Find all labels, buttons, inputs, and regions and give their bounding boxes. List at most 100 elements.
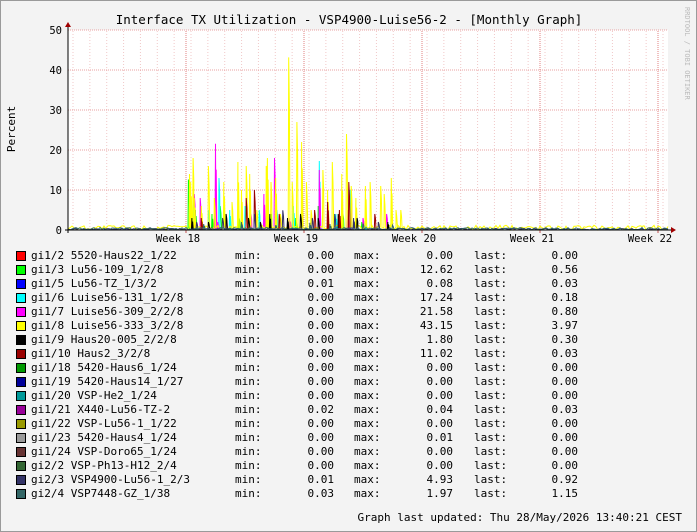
max-label: max: [354, 473, 381, 486]
min-value: 0.00 [307, 263, 335, 276]
max-value: 0.01 [426, 431, 454, 444]
max-label: max: [354, 305, 381, 318]
legend-name: gi1/22 VSP-Lu56-1_1/22 [31, 417, 177, 430]
legend-name: gi1/8 Luise56-333_3/2/8 [31, 319, 184, 332]
legend-swatch [16, 475, 26, 485]
max-label: max: [354, 375, 381, 388]
min-value: 0.01 [307, 277, 335, 290]
min-label: min: [235, 291, 262, 304]
last-label: last: [474, 473, 508, 486]
rrdtool-watermark: RRDTOOL / TOBI OETIKER [683, 7, 691, 101]
last-label: last: [474, 277, 508, 290]
min-value: 0.00 [307, 459, 335, 472]
legend-swatch [16, 321, 26, 331]
min-value: 0.00 [307, 291, 335, 304]
last-value: 0.00 [551, 445, 579, 458]
min-label: min: [235, 361, 262, 374]
min-label: min: [235, 473, 262, 486]
last-label: last: [474, 403, 508, 416]
axes: 0 10 20 30 40 50 Week 18 Week 19 Week 20 Week 21 W… [49, 22, 676, 245]
legend-name: gi2/3 VSP4900-Lu56-1_2/3 [31, 473, 190, 486]
last-label: last: [474, 347, 508, 360]
max-label: max: [354, 263, 381, 276]
chart-title: Interface TX Utilization - VSP4900-Luise… [116, 12, 583, 27]
min-label: min: [235, 263, 262, 276]
last-value: 0.00 [551, 417, 579, 430]
last-value: 0.80 [551, 305, 579, 318]
last-label: last: [474, 417, 508, 430]
last-value: 3.97 [551, 319, 579, 332]
min-value: 0.00 [307, 417, 335, 430]
min-value: 0.01 [307, 473, 335, 486]
plot-area [68, 30, 668, 230]
max-value: 17.24 [419, 291, 453, 304]
legend-swatch [16, 461, 26, 471]
max-value: 1.80 [426, 333, 454, 346]
max-value: 0.00 [426, 389, 454, 402]
min-label: min: [235, 389, 262, 402]
chart: Interface TX Utilization - VSP4900-Luise… [5, 7, 691, 245]
max-label: max: [354, 459, 381, 472]
max-value: 1.97 [426, 487, 454, 500]
last-value: 0.00 [551, 361, 579, 374]
legend-swatch [16, 251, 26, 261]
last-label: last: [474, 431, 508, 444]
max-value: 0.00 [426, 361, 454, 374]
min-value: 0.00 [307, 347, 335, 360]
last-label: last: [474, 389, 508, 402]
last-label: last: [474, 263, 508, 276]
last-label: last: [474, 305, 508, 318]
min-label: min: [235, 249, 262, 262]
min-label: min: [235, 487, 262, 500]
y-axis-label: Percent [5, 106, 18, 152]
max-label: max: [354, 487, 381, 500]
last-value: 0.03 [551, 277, 579, 290]
max-label: max: [354, 431, 381, 444]
x-tick-label: Week 18 [156, 233, 200, 245]
legend-name: gi2/4 VSP7448-GZ_1/38 [31, 487, 171, 500]
max-label: max: [354, 403, 381, 416]
last-value: 0.03 [551, 347, 579, 360]
legend-name: gi1/9 Haus20-005_2/2/8 [31, 333, 177, 346]
min-value: 0.00 [307, 249, 335, 262]
y-tick-label: 10 [49, 185, 62, 197]
legend-name: gi2/2 VSP-Ph13-H12_2/4 [31, 459, 177, 472]
min-label: min: [235, 319, 262, 332]
legend-swatch [16, 335, 26, 345]
y-tick-label: 30 [49, 105, 62, 117]
min-value: 0.03 [307, 487, 335, 500]
max-label: max: [354, 445, 381, 458]
max-value: 4.93 [426, 473, 454, 486]
max-label: max: [354, 417, 381, 430]
last-label: last: [474, 375, 508, 388]
legend-swatch [16, 489, 26, 499]
min-label: min: [235, 459, 262, 472]
max-value: 0.00 [426, 459, 454, 472]
legend-swatch [16, 419, 26, 429]
legend-name: gi1/20 VSP-He2_1/24 [31, 389, 157, 402]
max-value: 0.00 [426, 249, 454, 262]
min-value: 0.00 [307, 361, 335, 374]
legend-swatch [16, 279, 26, 289]
min-label: min: [235, 347, 262, 360]
last-value: 0.92 [551, 473, 579, 486]
max-value: 0.04 [426, 403, 454, 416]
legend-swatch [16, 293, 26, 303]
last-label: last: [474, 487, 508, 500]
legend-name: gi1/19 5420-Haus14_1/27 [31, 375, 184, 388]
min-label: min: [235, 375, 262, 388]
y-tick-label: 40 [49, 65, 62, 77]
last-value: 0.00 [551, 375, 579, 388]
min-label: min: [235, 403, 262, 416]
max-label: max: [354, 333, 381, 346]
legend-swatch [16, 391, 26, 401]
min-label: min: [235, 333, 262, 346]
legend-name: gi1/21 X440-Lu56-TZ-2 [31, 403, 171, 416]
series-line [67, 57, 669, 232]
x-axis-arrow [671, 227, 676, 233]
min-label: min: [235, 417, 262, 430]
last-updated: Graph last updated: Thu 28/May/2026 13:4… [357, 511, 682, 524]
last-value: 0.00 [551, 389, 579, 402]
legend-name: gi1/6 Luise56-131_1/2/8 [31, 291, 184, 304]
x-tick-label: Week 19 [274, 233, 318, 245]
